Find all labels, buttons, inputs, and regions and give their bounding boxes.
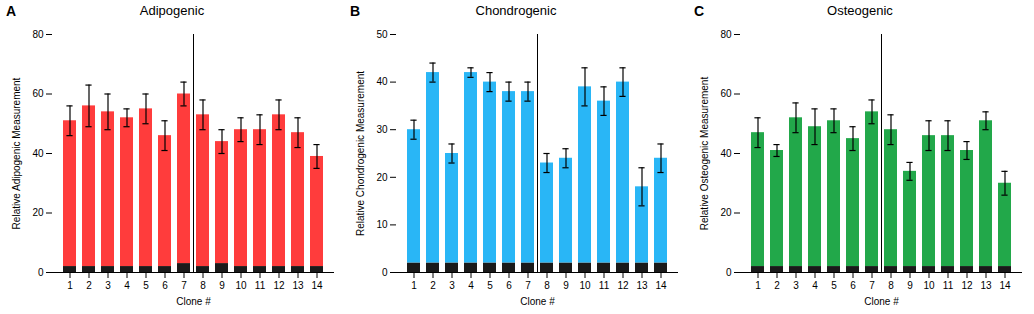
svg-text:0: 0: [382, 267, 388, 278]
html-text:Chondrogenic: Chondrogenic: [475, 3, 557, 18]
svg-text:5: 5: [831, 280, 837, 291]
svg-text:20: 20: [32, 207, 44, 218]
svg-text:12: 12: [961, 280, 973, 291]
svg-text:11: 11: [255, 280, 266, 291]
svg-text:60: 60: [32, 88, 44, 99]
svg-text:14: 14: [311, 280, 323, 291]
html-text:Adipogenic: Adipogenic: [139, 3, 205, 18]
svg-text:60: 60: [720, 88, 732, 99]
html-text:B: B: [350, 3, 361, 19]
svg-text:11: 11: [943, 280, 954, 291]
svg-text:11: 11: [599, 280, 610, 291]
svg-text:40: 40: [720, 148, 732, 159]
svg-text:2: 2: [430, 280, 436, 291]
svg-text:3: 3: [449, 280, 455, 291]
svg-text:80: 80: [32, 29, 44, 40]
svg-text:Relative Osteogenic Measuremen: Relative Osteogenic Measurement: [699, 77, 710, 231]
svg-text:6: 6: [850, 280, 856, 291]
svg-text:9: 9: [219, 280, 225, 291]
svg-text:80: 80: [720, 29, 732, 40]
svg-text:4: 4: [812, 280, 818, 291]
svg-text:1: 1: [411, 280, 417, 291]
svg-text:13: 13: [636, 280, 648, 291]
svg-text:4: 4: [124, 280, 130, 291]
svg-text:10: 10: [923, 280, 935, 291]
svg-text:20: 20: [376, 172, 388, 183]
svg-text:10: 10: [235, 280, 247, 291]
svg-text:Clone #: Clone #: [864, 296, 899, 307]
svg-text:50: 50: [376, 29, 388, 40]
svg-text:13: 13: [980, 280, 992, 291]
svg-text:8: 8: [200, 280, 206, 291]
svg-text:14: 14: [999, 280, 1011, 291]
svg-text:20: 20: [720, 207, 732, 218]
html-text:Osteogenic: Osteogenic: [827, 3, 893, 18]
svg-text:7: 7: [181, 280, 187, 291]
svg-text:Clone #: Clone #: [520, 296, 555, 307]
svg-text:5: 5: [143, 280, 149, 291]
svg-text:Relative Adipogenic Measuremen: Relative Adipogenic Measurement: [11, 77, 22, 229]
html-text:A: A: [6, 3, 17, 19]
svg-text:0: 0: [38, 267, 44, 278]
svg-text:2: 2: [86, 280, 92, 291]
svg-text:12: 12: [617, 280, 629, 291]
svg-text:7: 7: [869, 280, 875, 291]
svg-text:5: 5: [487, 280, 493, 291]
svg-text:9: 9: [907, 280, 913, 291]
svg-text:8: 8: [888, 280, 894, 291]
svg-text:1: 1: [755, 280, 761, 291]
svg-text:9: 9: [563, 280, 569, 291]
svg-text:4: 4: [468, 280, 474, 291]
svg-text:2: 2: [774, 280, 780, 291]
svg-text:0: 0: [726, 267, 732, 278]
svg-text:1: 1: [67, 280, 73, 291]
svg-text:13: 13: [292, 280, 304, 291]
svg-text:40: 40: [32, 148, 44, 159]
svg-text:6: 6: [162, 280, 168, 291]
svg-text:Relative Chondrogenic Measurem: Relative Chondrogenic Measurement: [355, 71, 366, 236]
svg-text:14: 14: [655, 280, 667, 291]
svg-text:3: 3: [105, 280, 111, 291]
svg-text:6: 6: [506, 280, 512, 291]
html-text:C: C: [694, 3, 705, 19]
svg-text:7: 7: [525, 280, 531, 291]
svg-text:8: 8: [544, 280, 550, 291]
svg-text:3: 3: [793, 280, 799, 291]
svg-text:30: 30: [376, 124, 388, 135]
svg-text:40: 40: [376, 76, 388, 87]
svg-text:10: 10: [376, 219, 388, 230]
svg-text:10: 10: [579, 280, 591, 291]
svg-text:12: 12: [273, 280, 285, 291]
svg-text:Clone #: Clone #: [176, 296, 211, 307]
